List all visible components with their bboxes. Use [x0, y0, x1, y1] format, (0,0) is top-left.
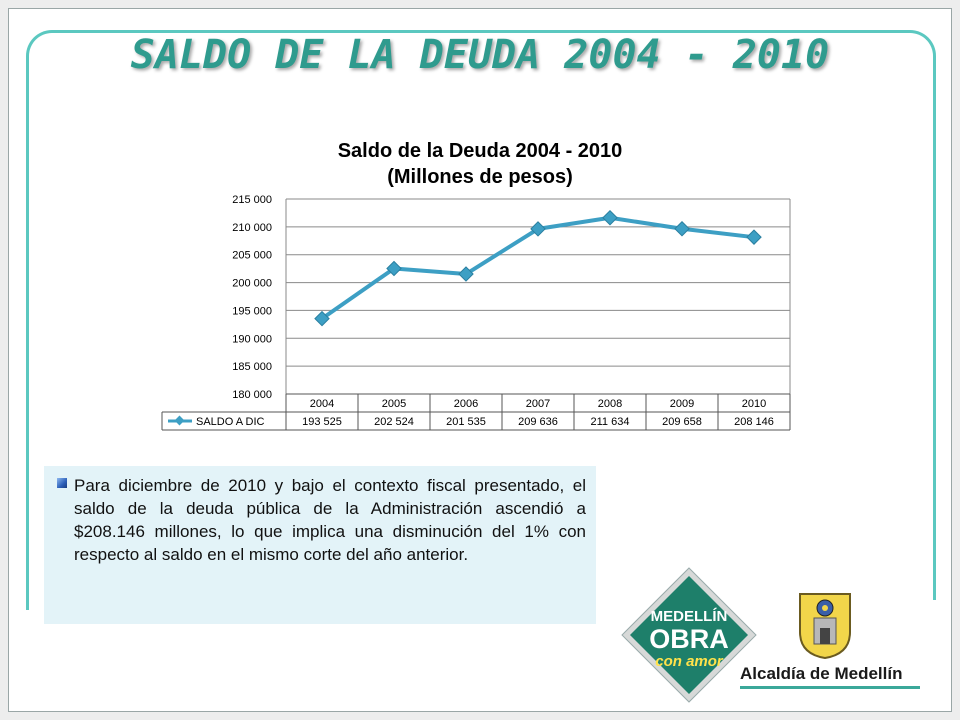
data-value-label: 202 524	[374, 416, 414, 428]
legend-series-label: SALDO A DIC	[196, 416, 265, 428]
data-point-marker	[746, 229, 762, 245]
alcaldia-label: Alcaldía de Medellín	[740, 664, 903, 683]
slide-title: SALDO DE LA DEUDA 2004 - 2010	[130, 32, 830, 78]
data-value-label: 211 634	[591, 416, 630, 428]
x-category-label: 2010	[742, 398, 766, 410]
data-point-marker	[458, 266, 474, 282]
text-box: Para diciembre de 2010 y bajo el context…	[44, 466, 596, 624]
alcaldia-underline	[740, 686, 920, 689]
data-value-label: 201 535	[446, 416, 486, 428]
chart-title-main: Saldo de la Deuda 2004 - 2010	[337, 140, 623, 162]
logo-line-3: con amor	[655, 653, 724, 670]
y-tick-label: 200 000	[232, 278, 272, 290]
x-category-label: 2005	[382, 398, 406, 410]
summary-paragraph: Para diciembre de 2010 y bajo el context…	[74, 476, 586, 564]
logo-line-2: OBRA	[649, 624, 729, 654]
x-category-label: 2009	[670, 398, 694, 410]
data-value-label: 193 525	[302, 416, 342, 428]
decorative-frame-arc	[26, 30, 936, 670]
data-value-label: 209 658	[662, 416, 702, 428]
y-tick-label: 190 000	[232, 333, 272, 345]
bullet-square-icon	[57, 478, 67, 488]
logo-line-1: MEDELLÍN	[651, 608, 728, 625]
data-point-marker	[530, 221, 546, 237]
y-tick-label: 195 000	[232, 305, 272, 317]
city-crest-icon	[799, 593, 851, 660]
x-category-label: 2004	[310, 398, 334, 410]
data-value-label: 209 636	[518, 416, 558, 428]
medellin-obra-logo: MEDELLÍN OBRA con amor	[621, 567, 757, 703]
data-point-marker	[314, 310, 330, 327]
data-value-label: 208 146	[734, 416, 774, 428]
x-category-label: 2008	[598, 398, 622, 410]
chart-subtitle: (Millones de pesos)	[387, 166, 573, 188]
y-tick-label: 215 000	[232, 194, 272, 206]
data-point-marker	[386, 260, 402, 277]
chart-title: Saldo de la Deuda 2004 - 2010 (Millones …	[160, 138, 800, 190]
y-tick-label: 210 000	[232, 222, 272, 234]
data-point-marker	[674, 220, 690, 237]
y-tick-label: 185 000	[232, 361, 272, 373]
legend-marker-key	[174, 415, 185, 426]
y-tick-label: 180 000	[232, 389, 272, 401]
y-tick-label: 205 000	[232, 250, 272, 262]
x-category-label: 2006	[454, 398, 478, 410]
x-category-label: 2007	[526, 398, 550, 410]
data-point-marker	[602, 209, 618, 226]
